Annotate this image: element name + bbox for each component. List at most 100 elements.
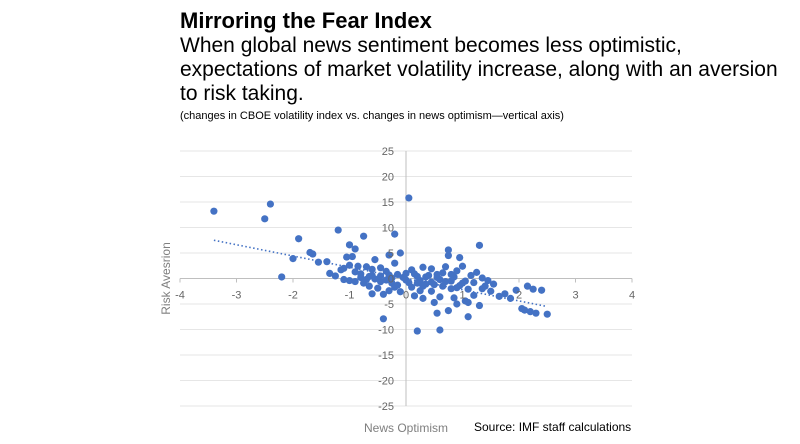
data-point [521, 306, 529, 314]
data-point [343, 253, 351, 261]
x-tick-label: -4 [175, 290, 185, 302]
data-point [210, 207, 218, 215]
data-point [362, 275, 371, 284]
data-point [385, 287, 393, 295]
y-tick-label: 10 [382, 223, 394, 235]
data-point [467, 271, 475, 280]
data-point [433, 309, 441, 317]
data-point [391, 230, 399, 238]
chart-note: (changes in CBOE volatility index vs. ch… [180, 110, 564, 122]
data-point [430, 298, 438, 307]
data-point [402, 269, 410, 277]
data-point [506, 294, 515, 302]
x-axis-label: News Optimism [364, 421, 448, 435]
data-point [374, 284, 382, 292]
y-tick-label: -25 [378, 401, 394, 413]
x-tick-label: -1 [345, 290, 355, 302]
data-point [501, 290, 509, 298]
data-points [210, 194, 551, 335]
data-point [481, 282, 489, 290]
data-point [331, 272, 339, 280]
data-point [396, 249, 404, 257]
data-point [419, 294, 427, 302]
data-point [326, 269, 334, 277]
data-point [348, 252, 356, 261]
data-point [345, 241, 354, 249]
x-tick-label: 0 [403, 290, 409, 302]
source-note: Source: IMF staff calculations [474, 420, 632, 434]
data-point [484, 276, 492, 285]
x-tick-label: 1 [459, 290, 465, 302]
data-point [261, 215, 269, 223]
data-point [419, 282, 427, 290]
data-point [391, 259, 399, 267]
data-point [360, 232, 368, 240]
data-point [439, 269, 447, 277]
data-point [444, 307, 452, 315]
data-point [436, 293, 444, 301]
data-point [427, 265, 436, 273]
data-point [379, 290, 387, 298]
data-point [289, 255, 297, 263]
data-point [391, 283, 399, 291]
data-point [340, 275, 348, 284]
data-point [470, 278, 478, 287]
data-point [416, 276, 424, 285]
data-point [430, 281, 438, 289]
data-point [444, 246, 452, 254]
data-point [464, 313, 472, 321]
data-point [453, 284, 461, 292]
data-point [526, 308, 534, 316]
data-point [371, 256, 379, 264]
data-point [447, 285, 455, 293]
data-point [470, 291, 478, 299]
data-point [351, 277, 359, 286]
chart-subtitle: When global news sentiment becomes less … [180, 34, 778, 105]
x-tick-label: -3 [232, 290, 242, 302]
data-point [323, 258, 331, 266]
data-point [379, 315, 387, 323]
data-point [405, 278, 413, 287]
data-point [512, 286, 520, 294]
data-point [427, 287, 436, 295]
data-point [475, 241, 484, 249]
data-point [473, 268, 481, 276]
data-point [436, 275, 444, 284]
data-point [478, 274, 486, 282]
data-point [337, 266, 345, 274]
data-point [419, 263, 427, 271]
axis-labels: Risk Avesrion News Optimism [159, 242, 448, 435]
data-point [351, 268, 359, 276]
data-point [543, 310, 551, 318]
x-tick-label: -2 [288, 290, 298, 302]
y-tick-label: 20 [382, 172, 394, 184]
data-point [357, 273, 365, 282]
data-point [410, 292, 419, 300]
data-point [314, 258, 323, 266]
data-point [393, 270, 402, 279]
y-tick-label: -20 [378, 376, 394, 388]
data-point [365, 282, 373, 290]
data-point [495, 292, 503, 300]
data-point [450, 294, 458, 302]
y-tick-label: 0 [388, 274, 394, 286]
data-point [458, 262, 467, 270]
chart-header: Mirroring the Fear Index When global new… [180, 8, 780, 124]
data-point [444, 251, 452, 260]
data-point [441, 277, 450, 286]
data-point [385, 251, 393, 259]
data-point [523, 282, 532, 290]
data-point [529, 285, 537, 293]
y-tick-label: 5 [388, 248, 394, 260]
data-point [441, 263, 450, 271]
y-tick-label: -15 [378, 350, 394, 362]
data-point [487, 287, 495, 295]
data-point [489, 280, 498, 288]
data-point [436, 326, 444, 334]
data-point [376, 272, 385, 280]
y-tick-label: 25 [382, 146, 394, 158]
data-point [362, 263, 371, 271]
data-point [368, 265, 376, 273]
